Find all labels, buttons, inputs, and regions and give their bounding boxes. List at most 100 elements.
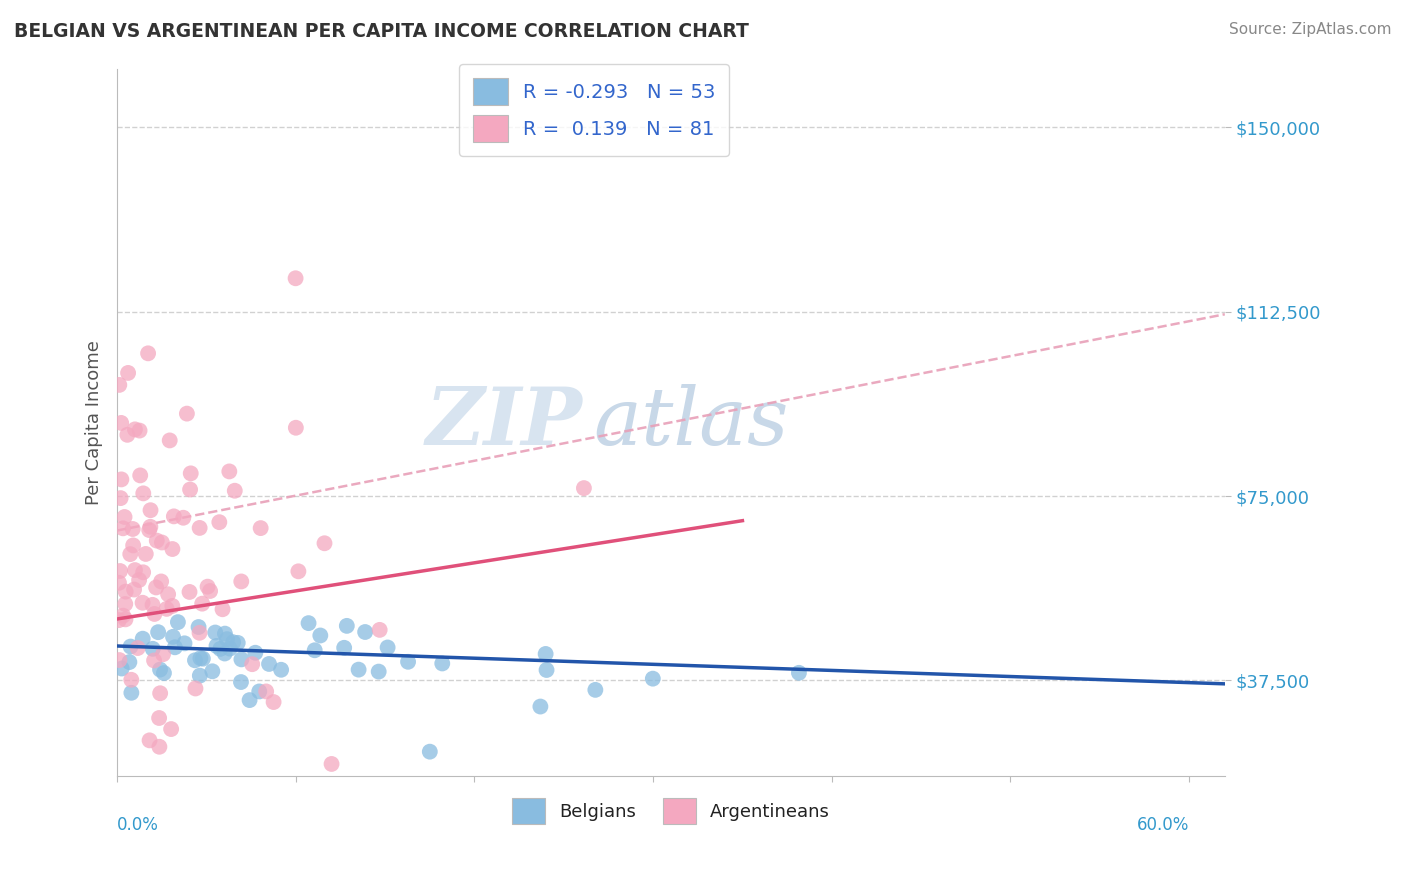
Point: [297, 616, 319, 631]
Point: [111, 521, 134, 535]
Point: [215, 632, 238, 647]
Point: [128, 424, 150, 438]
Point: [108, 575, 131, 590]
Point: [179, 585, 201, 599]
Point: [136, 346, 159, 360]
Point: [117, 427, 139, 442]
Point: [146, 625, 169, 640]
Point: [122, 582, 145, 597]
Point: [145, 533, 167, 548]
Point: [142, 641, 165, 656]
Point: [120, 640, 142, 654]
Point: [159, 434, 181, 448]
Point: [536, 663, 558, 677]
Point: [368, 623, 391, 637]
Point: [367, 665, 389, 679]
Point: [150, 574, 173, 589]
Point: [209, 641, 232, 656]
Point: [124, 563, 146, 577]
Point: [108, 613, 131, 627]
Point: [118, 655, 141, 669]
Point: [145, 581, 167, 595]
Point: [172, 510, 194, 524]
Point: [163, 509, 186, 524]
Point: [333, 640, 356, 655]
Point: [120, 686, 142, 700]
Point: [143, 653, 166, 667]
Point: [162, 542, 184, 557]
Point: [247, 684, 270, 698]
Point: [321, 756, 343, 771]
Point: [229, 675, 252, 690]
Point: [114, 612, 136, 626]
Point: [114, 510, 136, 524]
Point: [117, 366, 139, 380]
Point: [139, 503, 162, 517]
Point: [231, 574, 253, 589]
Point: [160, 722, 183, 736]
Point: [529, 699, 551, 714]
Point: [121, 522, 143, 536]
Point: [108, 378, 131, 392]
Point: [149, 663, 172, 677]
Text: atlas: atlas: [593, 384, 789, 461]
Point: [184, 681, 207, 696]
Point: [201, 665, 224, 679]
Point: [162, 599, 184, 613]
Point: [218, 641, 240, 656]
Point: [257, 657, 280, 671]
Text: ZIP: ZIP: [426, 384, 582, 461]
Point: [347, 663, 370, 677]
Point: [184, 653, 207, 667]
Point: [157, 587, 180, 601]
Point: [111, 661, 134, 675]
Point: [150, 535, 173, 549]
Point: [214, 626, 236, 640]
Point: [143, 607, 166, 621]
Point: [131, 596, 153, 610]
Point: [191, 651, 214, 665]
Point: [132, 566, 155, 580]
Point: [197, 580, 219, 594]
Point: [226, 636, 249, 650]
Point: [191, 597, 214, 611]
Point: [240, 657, 263, 672]
Point: [149, 686, 172, 700]
Point: [114, 597, 136, 611]
Point: [139, 520, 162, 534]
Point: [163, 640, 186, 655]
Point: [138, 523, 160, 537]
Point: [188, 668, 211, 682]
Point: [304, 643, 326, 657]
Point: [153, 666, 176, 681]
Point: [110, 416, 132, 430]
Point: [284, 271, 307, 285]
Point: [314, 536, 336, 550]
Point: [572, 481, 595, 495]
Point: [309, 628, 332, 642]
Point: [138, 733, 160, 747]
Point: [254, 684, 277, 698]
Point: [188, 521, 211, 535]
Point: [124, 422, 146, 436]
Point: [287, 565, 309, 579]
Point: [167, 615, 190, 629]
Point: [239, 693, 262, 707]
Point: [120, 547, 142, 561]
Point: [419, 745, 441, 759]
Point: [108, 564, 131, 578]
Point: [112, 608, 135, 623]
Point: [132, 632, 155, 646]
Point: [204, 625, 226, 640]
Point: [162, 630, 184, 644]
Point: [231, 652, 253, 666]
Text: 0.0%: 0.0%: [117, 815, 159, 833]
Point: [135, 547, 157, 561]
Point: [396, 655, 419, 669]
Point: [641, 672, 664, 686]
Point: [127, 641, 149, 656]
Point: [787, 665, 810, 680]
Point: [214, 647, 236, 661]
Point: [205, 639, 228, 653]
Point: [224, 483, 246, 498]
